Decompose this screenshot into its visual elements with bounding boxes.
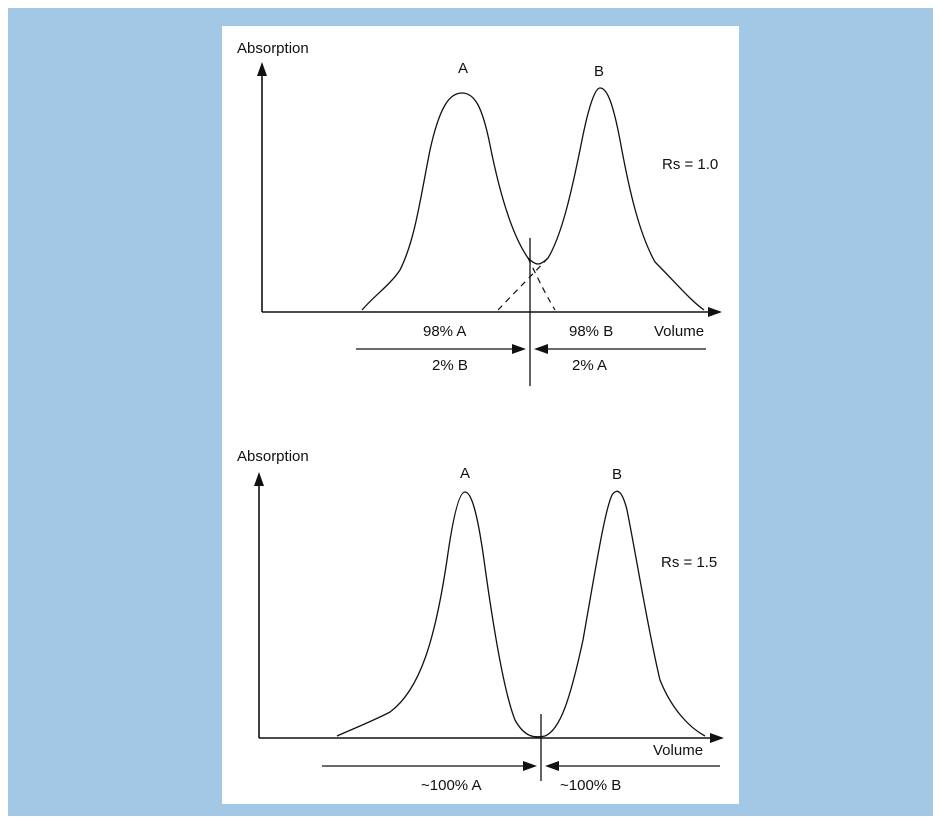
bottom-diagram: Absorption Volume A B Rs = 1.5 ~100% A ~… [237, 448, 724, 794]
bottom-profile [336, 490, 706, 738]
figure-panel [222, 26, 739, 804]
top-x-axis-label: Volume [654, 323, 704, 340]
top-x-axis-arrowhead [708, 307, 722, 317]
top-peak-a-tail [527, 257, 556, 311]
top-diagram: Absorption Volume A B Rs = 1.0 98% A 98%… [237, 40, 722, 386]
bottom-y-axis-label: Absorption [237, 448, 309, 465]
top-resolution-label: Rs = 1.0 [662, 156, 718, 173]
bottom-right-arrowhead [545, 761, 559, 771]
top-combined-profile [361, 87, 705, 311]
top-right-fraction-main: 98% B [569, 323, 613, 340]
top-right-arrowhead [534, 344, 548, 354]
bottom-right-fraction: ~100% B [560, 777, 621, 794]
top-peak-b-label: B [594, 63, 604, 80]
top-left-arrowhead [512, 344, 526, 354]
bottom-x-axis-arrowhead [710, 733, 724, 743]
bottom-x-axis-label: Volume [653, 742, 703, 759]
top-y-axis-arrowhead [257, 62, 267, 76]
top-peak-a-label: A [458, 60, 468, 77]
bottom-peak-a-label: A [460, 465, 470, 482]
top-left-fraction-main: 98% A [423, 323, 466, 340]
top-right-fraction-minor: 2% A [572, 357, 607, 374]
top-left-fraction-minor: 2% B [432, 357, 468, 374]
bottom-peak-b-label: B [612, 466, 622, 483]
bottom-resolution-label: Rs = 1.5 [661, 554, 717, 571]
bottom-left-fraction: ~100% A [421, 777, 481, 794]
top-y-axis-label: Absorption [237, 40, 309, 57]
top-peak-b-tail [497, 257, 549, 311]
bottom-y-axis-arrowhead [254, 472, 264, 486]
bottom-left-arrowhead [523, 761, 537, 771]
